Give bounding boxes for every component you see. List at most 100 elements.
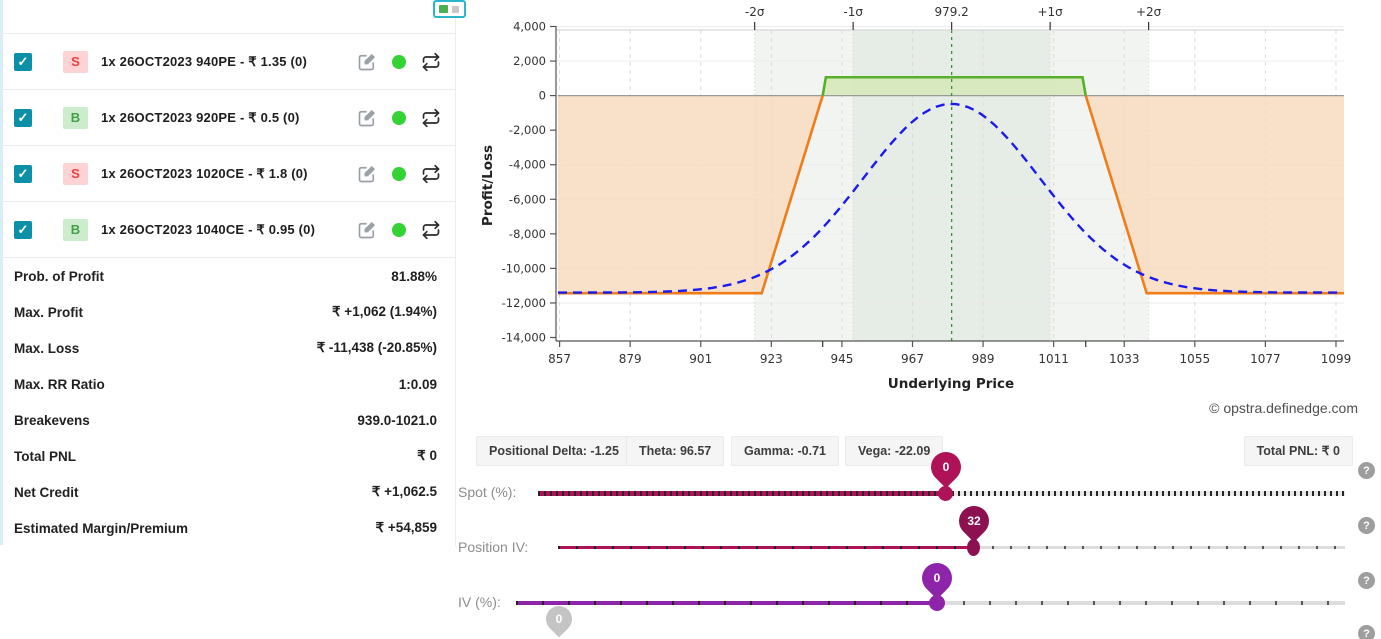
stat-row: Breakevens 939.0-1021.0 (0, 402, 455, 438)
stat-label: Prob. of Profit (14, 268, 104, 284)
position-actions (357, 164, 455, 184)
spot-slider-pin[interactable]: 0 (924, 445, 968, 489)
edit-icon[interactable] (357, 220, 377, 240)
position-label: 1x 26OCT2023 1040CE - ₹ 0.95 (0) (101, 221, 316, 237)
stat-row: Estimated Margin/Premium ₹ +54,859 (0, 510, 455, 546)
edit-icon[interactable] (357, 164, 377, 184)
position-actions (357, 108, 455, 128)
svg-text:945: 945 (830, 352, 853, 366)
position-iv-slider-handle[interactable] (967, 539, 980, 556)
stat-value: ₹ +1,062.5 (371, 484, 437, 499)
iv-slider-track[interactable] (516, 601, 1345, 605)
stat-row: Max. Loss ₹ -11,438 (-20.85%) (0, 330, 455, 366)
iv-slider-handle[interactable] (929, 595, 945, 611)
svg-text:4,000: 4,000 (513, 20, 546, 34)
svg-text:2,000: 2,000 (513, 54, 546, 68)
swap-icon[interactable] (421, 108, 441, 128)
svg-text:1077: 1077 (1250, 352, 1281, 366)
stat-value: ₹ +1,062 (1.94%) (331, 304, 437, 319)
stat-label: Estimated Margin/Premium (14, 520, 189, 536)
svg-text:989: 989 (972, 352, 995, 366)
svg-text:Profit/Loss: Profit/Loss (480, 145, 496, 226)
svg-text:-8,000: -8,000 (509, 227, 546, 241)
position-iv-slider-pin[interactable]: 32 (952, 499, 996, 543)
iv-slider-pin[interactable]: 0 (915, 556, 959, 600)
mini-dot-icon (452, 5, 459, 13)
svg-text:-12,000: -12,000 (502, 296, 546, 310)
svg-text:967: 967 (901, 352, 924, 366)
position-iv-slider-track[interactable] (558, 546, 1345, 549)
stat-value: ₹ +54,859 (375, 520, 437, 535)
position-label: 1x 26OCT2023 1020CE - ₹ 1.8 (0) (101, 165, 308, 181)
stat-label: Total PNL (14, 448, 76, 464)
svg-text:+1σ: +1σ (1037, 5, 1063, 19)
position-iv-slider-label: Position IV: (458, 539, 529, 555)
live-status-dot[interactable] (392, 222, 406, 237)
position-actions (357, 52, 455, 72)
positions-list: ✓ S 1x 26OCT2023 940PE - ₹ 1.35 (0) ✓ B … (0, 34, 455, 258)
svg-text:-14,000: -14,000 (502, 331, 546, 345)
spot-slider-label: Spot (%): (458, 484, 517, 500)
svg-text:+2σ: +2σ (1136, 5, 1162, 19)
stat-row: Prob. of Profit 81.88% (0, 258, 455, 294)
iv-slider-label: IV (%): (458, 594, 501, 610)
live-status-dot[interactable] (392, 54, 406, 69)
side-badge: S (63, 162, 88, 185)
svg-text:923: 923 (760, 352, 783, 366)
svg-text:879: 879 (619, 352, 642, 366)
svg-text:857: 857 (548, 352, 571, 366)
edit-icon[interactable] (357, 52, 377, 72)
position-row: ✓ S 1x 26OCT2023 940PE - ₹ 1.35 (0) (0, 34, 455, 90)
greek-chip: Gamma: -0.71 (731, 436, 839, 466)
total-pnl-chip: Total PNL: ₹ 0 (1243, 436, 1353, 466)
svg-text:1099: 1099 (1321, 352, 1352, 366)
days-help-icon[interactable]: ? (1358, 625, 1375, 639)
iv-help-icon[interactable]: ? (1358, 572, 1375, 589)
stat-value: 1:0.09 (398, 376, 437, 392)
position-row: ✓ B 1x 26OCT2023 920PE - ₹ 0.5 (0) (0, 90, 455, 146)
position-iv-help-icon[interactable]: ? (1358, 517, 1375, 534)
svg-text:-1σ: -1σ (843, 5, 863, 19)
spot-help-icon[interactable]: ? (1358, 462, 1375, 479)
stat-label: Max. Loss (14, 340, 80, 356)
stat-label: Max. RR Ratio (14, 376, 105, 392)
swap-icon[interactable] (421, 52, 441, 72)
copyright-text: © opstra.definedge.com (1209, 400, 1358, 416)
stat-value: 939.0-1021.0 (357, 412, 437, 428)
position-label: 1x 26OCT2023 920PE - ₹ 0.5 (0) (101, 109, 300, 125)
greek-chip: Theta: 96.57 (626, 436, 725, 466)
svg-text:-4,000: -4,000 (509, 158, 546, 172)
live-status-dot[interactable] (392, 166, 406, 181)
position-row: ✓ B 1x 26OCT2023 1040CE - ₹ 0.95 (0) (0, 202, 455, 258)
greek-chip: Positional Delta: -1.25 (476, 436, 632, 466)
position-checkbox[interactable]: ✓ (14, 164, 32, 183)
swap-icon[interactable] (421, 164, 441, 184)
stat-label: Breakevens (14, 412, 90, 428)
days-slider-pin[interactable]: 0 (540, 600, 578, 638)
svg-text:1033: 1033 (1109, 352, 1140, 366)
payoff-chart-svg: -2σ -1σ 979.2 +1σ +2σ 4,000 2,000 0 -2,000 -4,000… (480, 5, 1352, 392)
greek-chip: Vega: -22.09 (845, 436, 944, 466)
position-checkbox[interactable]: ✓ (14, 52, 32, 71)
stat-row: Total PNL ₹ 0 (0, 438, 455, 474)
panel-toolbar-button[interactable] (433, 0, 466, 18)
swap-icon[interactable] (421, 220, 441, 240)
svg-text:-2σ: -2σ (745, 5, 765, 19)
payoff-chart: -2σ -1σ 979.2 +1σ +2σ 4,000 2,000 0 -2,000 -4,000… (470, 0, 1381, 430)
position-checkbox[interactable]: ✓ (14, 108, 32, 127)
stat-label: Net Credit (14, 484, 79, 500)
svg-text:-10,000: -10,000 (502, 261, 546, 275)
position-row: ✓ S 1x 26OCT2023 1020CE - ₹ 1.8 (0) (0, 146, 455, 202)
live-status-dot[interactable] (392, 110, 406, 125)
stat-value: ₹ 0 (417, 448, 437, 463)
spot-slider-handle[interactable] (938, 486, 953, 501)
position-checkbox[interactable]: ✓ (14, 220, 32, 239)
spot-slider-track[interactable] (538, 491, 1345, 496)
svg-text:1011: 1011 (1038, 352, 1069, 366)
edit-icon[interactable] (357, 108, 377, 128)
stat-row: Max. Profit ₹ +1,062 (1.94%) (0, 294, 455, 330)
stat-value: 81.88% (391, 268, 437, 284)
position-actions (357, 220, 455, 240)
svg-text:Underlying Price: Underlying Price (888, 376, 1014, 392)
